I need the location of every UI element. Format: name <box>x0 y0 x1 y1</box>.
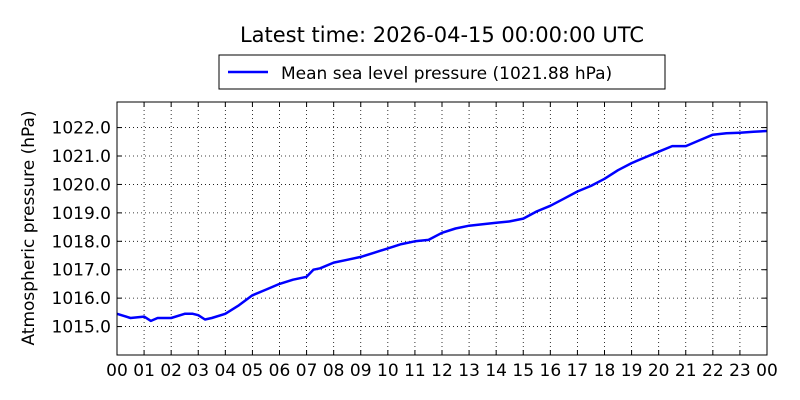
x-tick-label: 12 <box>431 361 453 381</box>
x-tick-label: 00 <box>106 361 128 381</box>
x-tick-label: 13 <box>458 361 480 381</box>
x-tick-label: 06 <box>269 361 291 381</box>
x-tick-label: 01 <box>133 361 155 381</box>
x-tick-label: 10 <box>377 361 399 381</box>
y-tick-label: 1017.0 <box>52 261 111 281</box>
x-tick-label: 04 <box>215 361 237 381</box>
y-tick-label: 1015.0 <box>52 318 111 338</box>
x-tick-label: 07 <box>296 361 318 381</box>
x-tick-label: 05 <box>242 361 264 381</box>
legend: Mean sea level pressure (1021.88 hPa) <box>218 54 666 90</box>
x-tick-label: 21 <box>675 361 697 381</box>
x-tick-label: 15 <box>512 361 534 381</box>
x-tick-label: 16 <box>540 361 562 381</box>
grid <box>117 102 767 355</box>
x-tick-label: 20 <box>648 361 670 381</box>
x-tick-label: 22 <box>702 361 724 381</box>
y-tick-label: 1021.0 <box>52 147 111 167</box>
x-tick-label: 03 <box>187 361 209 381</box>
y-tick-label: 1018.0 <box>52 232 111 252</box>
series-layer <box>116 129 768 323</box>
x-tick-label: 23 <box>729 361 751 381</box>
x-tick-label: 09 <box>350 361 372 381</box>
x-tick-label: 18 <box>594 361 616 381</box>
legend-label: Mean sea level pressure (1021.88 hPa) <box>281 64 612 84</box>
chart-title: Latest time: 2026-04-15 00:00:00 UTC <box>240 23 644 47</box>
series-line-pressure <box>116 129 768 323</box>
y-tick-label: 1016.0 <box>52 289 111 309</box>
x-tick-label: 17 <box>567 361 589 381</box>
y-axis-label: Atmospheric pressure (hPa) <box>19 110 39 345</box>
ticks: 00 01 02 03 04 05 06 07 08 09 10 11 12 13 14 15 16 17 18 19… <box>52 102 778 381</box>
y-tick-label: 1019.0 <box>52 204 111 224</box>
x-tick-label: 00 <box>756 361 778 381</box>
x-tick-label: 08 <box>323 361 345 381</box>
x-tick-label: 19 <box>621 361 643 381</box>
x-tick-label: 11 <box>404 361 426 381</box>
y-tick-label: 1022.0 <box>52 119 111 139</box>
x-tick-label: 02 <box>160 361 182 381</box>
legend-box <box>218 54 666 90</box>
x-tick-label: 14 <box>485 361 507 381</box>
y-tick-label: 1020.0 <box>52 175 111 195</box>
